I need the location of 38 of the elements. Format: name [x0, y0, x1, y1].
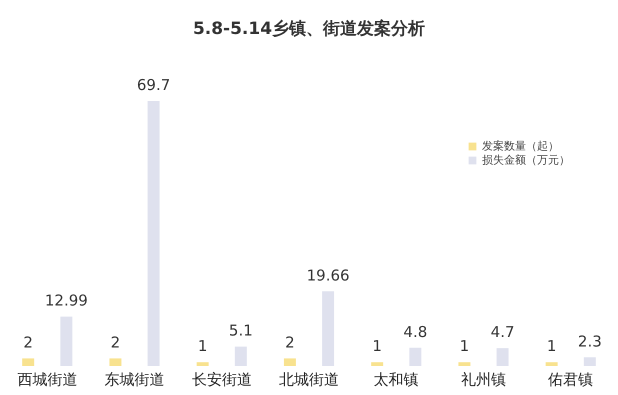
- data-label: 4.7: [490, 323, 515, 342]
- data-label: 2.3: [578, 332, 602, 350]
- x-tick-label: 礼州镇: [460, 370, 506, 388]
- x-tick-label: 西城街道: [17, 370, 78, 388]
- bar: [196, 362, 209, 366]
- data-label: 2: [23, 333, 33, 352]
- data-label: 12.99: [44, 292, 88, 310]
- data-label: 4.8: [403, 322, 428, 341]
- bar: [409, 348, 422, 366]
- data-label: 1: [372, 337, 382, 356]
- x-tick-label: 北城街道: [279, 370, 339, 388]
- data-label: 1: [460, 337, 470, 356]
- data-label: 2: [285, 333, 295, 352]
- bar: [322, 291, 334, 366]
- x-tick-label: 东城街道: [104, 370, 165, 388]
- bar: [546, 362, 558, 366]
- x-tick-label: 长安街道: [192, 370, 252, 388]
- data-label: 2: [110, 333, 120, 352]
- bar: [458, 362, 470, 366]
- bar: [109, 358, 122, 366]
- bar: [234, 346, 247, 366]
- data-label: 1: [198, 337, 208, 356]
- data-label: 5.1: [228, 322, 253, 340]
- data-label: 69.7: [136, 76, 170, 94]
- x-tick-label: 太和镇: [374, 370, 419, 388]
- bar: [371, 362, 384, 366]
- bar: [284, 358, 296, 366]
- bar: [496, 348, 509, 366]
- data-label: 1: [546, 337, 556, 356]
- legend-label: 损失金额（万元）: [482, 154, 570, 166]
- legend-label: 发案数量（起）: [482, 140, 559, 152]
- bar: [584, 357, 596, 366]
- bar: [60, 316, 72, 366]
- chart-title: 5.8-5.14乡镇、街道发案分析: [192, 18, 426, 39]
- data-label: 19.66: [306, 266, 350, 284]
- bar: [148, 101, 160, 366]
- bar: [22, 358, 34, 366]
- x-tick-label: 佑君镇: [548, 370, 594, 388]
